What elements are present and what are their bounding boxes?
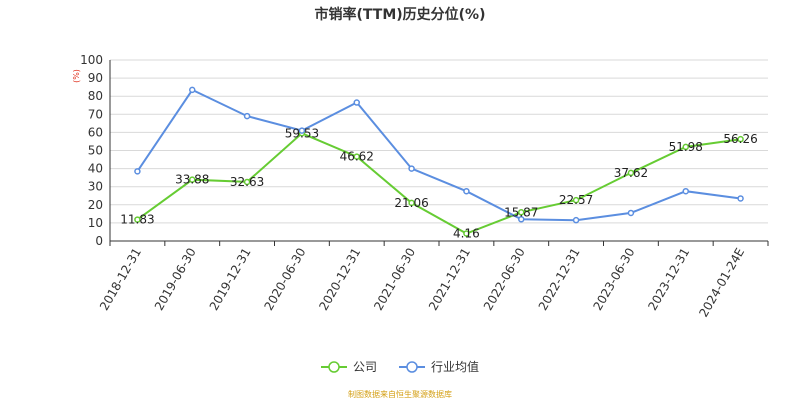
data-point [518,216,525,223]
series-points [134,86,744,237]
x-tick-label: 2019-12-31 [207,246,254,313]
data-label: 4.16 [453,226,480,240]
series-line-0 [136,132,741,235]
x-tick-label: 2022-12-31 [536,246,583,313]
data-point [682,187,689,195]
data-label: 56.26 [723,132,757,146]
data-point [353,153,360,160]
data-point [737,135,744,143]
data-label: 33.88 [175,173,209,187]
x-tick-label: 2022-06-30 [481,246,528,313]
data-point [408,165,415,172]
data-label: 32.63 [230,175,264,189]
x-tick-label: 2024-01-24E [696,246,747,320]
legend: 公司 行业均值 [0,358,800,375]
x-tick-label: 2019-06-30 [152,246,199,313]
data-point [408,199,415,207]
x-tick-label: 2023-12-31 [645,246,692,313]
y-axis-label: (%) [72,69,81,83]
data-label: 46.62 [340,150,374,164]
legend-label-company: 公司 [352,360,377,374]
legend-item-industry[interactable]: 行业均值 [399,358,479,375]
legend-item-company[interactable]: 公司 [320,358,377,375]
data-point [134,168,141,175]
y-tick-label: 10 [88,216,103,230]
data-label: 37.62 [614,166,648,180]
x-tick-label: 2020-06-30 [262,246,309,313]
data-label: 59.53 [285,126,319,140]
data-point [627,169,635,177]
series-line-1 [136,88,741,222]
data-label: 21.06 [394,196,428,210]
y-tick-label: 30 [88,180,103,194]
data-label: 15.87 [504,205,538,219]
y-tick-label: 70 [88,107,103,121]
x-tick-label: 2021-06-30 [371,246,418,313]
series-lines [136,88,741,235]
legend-swatch-company-icon [320,360,347,373]
x-tick-label: 2018-12-31 [97,246,144,313]
legend-label-industry: 行业均值 [431,360,480,374]
y-tick-label: 60 [88,125,103,139]
y-tick-label: 20 [88,198,103,212]
data-point [737,195,744,202]
data-point [189,86,196,94]
data-label: 51.98 [669,140,703,154]
data-point [243,112,251,120]
data-point [353,99,360,106]
data-point [463,187,470,195]
y-tick-label: 80 [88,89,103,103]
x-tick-label: 2020-12-31 [316,246,363,313]
data-point [243,178,251,186]
legend-swatch-industry-icon [399,360,425,373]
data-point [518,209,525,216]
source-note: 制图数据来自恒生聚源数据库 [348,390,452,399]
y-tick-label: 40 [88,162,103,176]
data-point [189,176,196,183]
data-point [572,216,580,224]
y-tick-label: 0 [95,234,103,248]
chart-title: 市销率(TTM)历史分位(%) [314,7,486,23]
data-point [682,143,689,151]
data-point [463,230,470,237]
y-tick-label: 90 [88,71,103,85]
data-label: 11.83 [120,213,154,227]
y-tick-label: 100 [80,53,103,67]
y-tick-label: 50 [88,144,103,158]
data-point [627,209,635,217]
x-tick-label: 2021-12-31 [426,246,473,313]
data-point [572,196,580,204]
x-tick-label: 2023-06-30 [591,246,638,313]
data-point [134,216,141,223]
data-point [298,127,306,134]
data-labels: 11.83 33.88 32.63 59.53 46.62 21.06 4.16 15.87 2… [120,126,758,240]
data-label: 22.57 [559,193,593,207]
